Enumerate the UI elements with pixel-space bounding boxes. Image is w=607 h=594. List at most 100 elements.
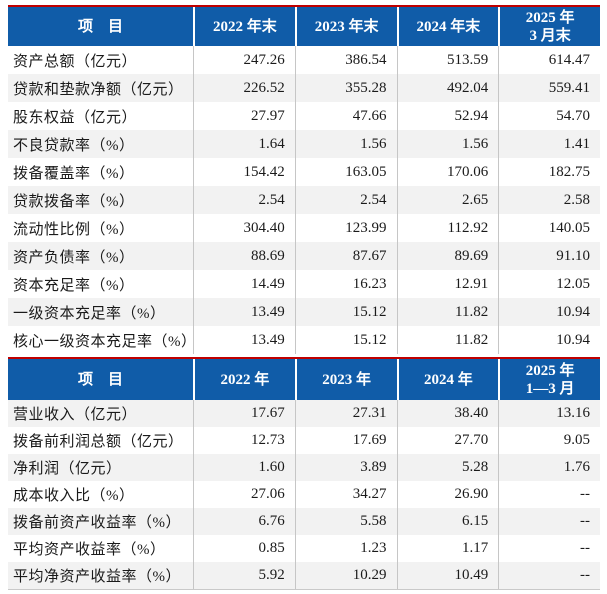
table-row: 净利润（亿元） 1.60 3.89 5.28 1.76 (8, 454, 600, 481)
cell-value: 559.41 (498, 74, 600, 102)
cell-value: 26.90 (396, 481, 499, 508)
cell-value: 15.12 (294, 326, 397, 354)
cell-value: 3.89 (294, 454, 397, 481)
cell-value: 1.56 (294, 130, 397, 158)
table-row: 一级资本充足率（%） 13.49 15.12 11.82 10.94 (8, 298, 600, 326)
row-label: 拨备前资产收益率（%） (13, 515, 181, 531)
cell-value: 5.28 (396, 454, 499, 481)
cell-value: 112.92 (396, 214, 499, 242)
cell-value: 140.05 (498, 214, 600, 242)
cell-value: 1.23 (294, 535, 397, 562)
cell-value: 38.40 (396, 400, 499, 427)
cell-value: 1.76 (498, 454, 600, 481)
cell-value: 11.82 (396, 298, 499, 326)
cell-value: 17.69 (294, 427, 397, 454)
cell-value: 11.82 (396, 326, 499, 354)
table-bottom-border (8, 589, 600, 590)
row-label: 成本收入比（%） (13, 488, 135, 504)
cell-value: 12.91 (396, 270, 499, 298)
table2-body: 营业收入（亿元） 17.67 27.31 38.40 13.16 拨备前利润总额… (8, 400, 600, 589)
table1-body: 资产总额（亿元） 247.26 386.54 513.59 614.47 贷款和… (8, 46, 600, 354)
cell-value: 2.54 (294, 186, 397, 214)
table-row: 拨备覆盖率（%） 154.42 163.05 170.06 182.75 (8, 158, 600, 186)
cell-value: 182.75 (498, 158, 600, 186)
column-header-2024ye: 2024 年末 (398, 7, 499, 46)
table-period-end-indicators: 项 目 2022 年末 2023 年末 2024 年末 2025 年 3 月末 … (8, 7, 600, 354)
cell-value: 2.58 (498, 186, 600, 214)
row-label: 流动性比例（%） (13, 221, 135, 238)
cell-value: 1.60 (193, 454, 295, 481)
cell-value: 27.06 (193, 481, 295, 508)
row-label: 股东权益（亿元） (13, 109, 138, 126)
table-row: 股东权益（亿元） 27.97 47.66 52.94 54.70 (8, 102, 600, 130)
row-label: 拨备覆盖率（%） (13, 165, 135, 182)
table-row: 不良贷款率（%） 1.64 1.56 1.56 1.41 (8, 130, 600, 158)
cell-value: -- (498, 562, 600, 589)
cell-value: 0.85 (193, 535, 295, 562)
cell-value: 154.42 (193, 158, 295, 186)
cell-value: 12.05 (498, 270, 600, 298)
row-label: 不良贷款率（%） (13, 137, 135, 154)
table-row: 成本收入比（%） 27.06 34.27 26.90 -- (8, 481, 600, 508)
row-label: 营业收入（亿元） (13, 407, 138, 423)
top-red-rule (8, 5, 600, 7)
cell-value: 163.05 (294, 158, 397, 186)
cell-value: 614.47 (498, 46, 600, 74)
table2-header-row: 项 目 2022 年 2023 年 2024 年 2025 年 1—3 月 (8, 359, 600, 400)
cell-value: -- (498, 481, 600, 508)
cell-value: 355.28 (294, 74, 397, 102)
cell-value: 1.17 (396, 535, 499, 562)
cell-value: 513.59 (396, 46, 499, 74)
cell-value: 247.26 (193, 46, 295, 74)
column-header-2025q1: 2025 年 1—3 月 (500, 359, 600, 400)
row-label: 平均净资产收益率（%） (13, 569, 181, 585)
cell-value: 12.73 (193, 427, 295, 454)
cell-value: 27.70 (396, 427, 499, 454)
table-row: 流动性比例（%） 304.40 123.99 112.92 140.05 (8, 214, 600, 242)
cell-value: 2.65 (396, 186, 499, 214)
cell-value: 89.69 (396, 242, 499, 270)
cell-value: 10.29 (294, 562, 397, 589)
row-label: 核心一级资本充足率（%） (13, 333, 197, 350)
cell-value: 123.99 (294, 214, 397, 242)
table-row: 贷款拨备率（%） 2.54 2.54 2.65 2.58 (8, 186, 600, 214)
cell-value: -- (498, 508, 600, 535)
cell-value: 10.49 (396, 562, 499, 589)
column-header-item: 项 目 (8, 359, 193, 400)
cell-value: 1.41 (498, 130, 600, 158)
row-label: 资产负债率（%） (13, 249, 135, 266)
row-label: 资本充足率（%） (13, 277, 135, 294)
row-label: 资产总额（亿元） (13, 53, 138, 70)
cell-value: 27.31 (294, 400, 397, 427)
cell-value: 1.56 (396, 130, 499, 158)
cell-value: 27.97 (193, 102, 295, 130)
cell-value: 226.52 (193, 74, 295, 102)
cell-value: 5.92 (193, 562, 295, 589)
row-label: 平均资产收益率（%） (13, 542, 166, 558)
row-label: 贷款拨备率（%） (13, 193, 135, 210)
table-row: 资本充足率（%） 14.49 16.23 12.91 12.05 (8, 270, 600, 298)
cell-value: 13.49 (193, 298, 295, 326)
cell-value: 10.94 (498, 326, 600, 354)
cell-value: 1.64 (193, 130, 295, 158)
table-row: 平均资产收益率（%） 0.85 1.23 1.17 -- (8, 535, 600, 562)
table-row: 拨备前资产收益率（%） 6.76 5.58 6.15 -- (8, 508, 600, 535)
cell-value: 5.58 (294, 508, 397, 535)
cell-value: 88.69 (193, 242, 295, 270)
table-row: 核心一级资本充足率（%） 13.49 15.12 11.82 10.94 (8, 326, 600, 354)
column-header-2023ye: 2023 年末 (296, 7, 397, 46)
column-header-2024: 2024 年 (398, 359, 499, 400)
cell-value: 9.05 (498, 427, 600, 454)
row-label: 贷款和垫款净额（亿元） (13, 81, 184, 98)
cell-value: 14.49 (193, 270, 295, 298)
row-label: 一级资本充足率（%） (13, 305, 166, 322)
cell-value: 91.10 (498, 242, 600, 270)
column-header-item: 项 目 (8, 7, 193, 46)
table-row: 平均净资产收益率（%） 5.92 10.29 10.49 -- (8, 562, 600, 589)
cell-value: 13.16 (498, 400, 600, 427)
cell-value: 52.94 (396, 102, 499, 130)
table-row: 贷款和垫款净额（亿元） 226.52 355.28 492.04 559.41 (8, 74, 600, 102)
table-income-indicators: 项 目 2022 年 2023 年 2024 年 2025 年 1—3 月 营业… (8, 359, 600, 590)
table1-header-row: 项 目 2022 年末 2023 年末 2024 年末 2025 年 3 月末 (8, 7, 600, 46)
